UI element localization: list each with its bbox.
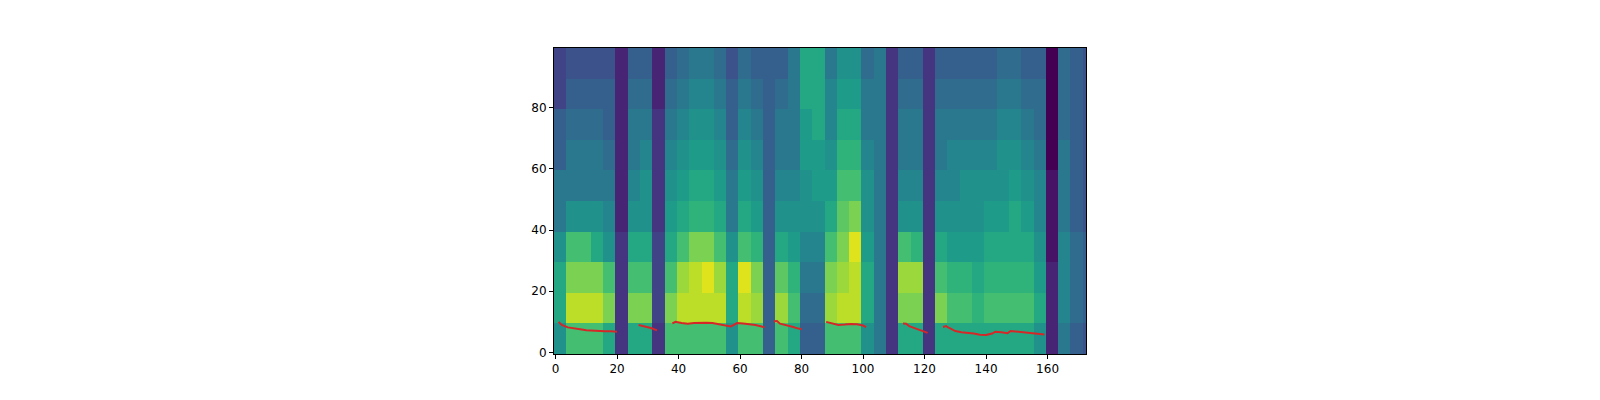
svg-text:60: 60	[531, 162, 546, 176]
svg-text:0: 0	[552, 362, 560, 376]
svg-text:80: 80	[794, 362, 809, 376]
svg-text:40: 40	[531, 223, 546, 237]
svg-text:80: 80	[531, 101, 546, 115]
svg-text:140: 140	[975, 362, 998, 376]
svg-text:20: 20	[609, 362, 624, 376]
svg-text:60: 60	[732, 362, 747, 376]
svg-text:20: 20	[531, 284, 546, 298]
svg-text:100: 100	[852, 362, 875, 376]
svg-text:160: 160	[1036, 362, 1059, 376]
svg-text:40: 40	[671, 362, 686, 376]
svg-text:120: 120	[913, 362, 936, 376]
svg-text:0: 0	[539, 346, 547, 360]
